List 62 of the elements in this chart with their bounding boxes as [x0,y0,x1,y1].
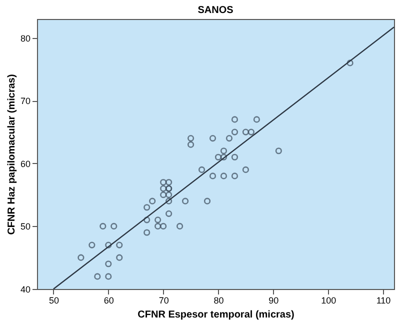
point [100,222,106,230]
point [94,273,101,280]
point [160,178,167,186]
point [160,185,167,192]
point [105,242,112,248]
point [105,260,112,268]
point [160,192,167,198]
point [182,198,189,204]
point [144,216,150,224]
point [166,198,172,204]
point [209,135,216,142]
x-tick-label: 90 [268,296,279,306]
point [166,210,172,217]
point [187,135,194,142]
point [220,172,228,180]
y-tick-label: 70 [20,96,30,106]
point [231,172,238,180]
y-tick-label: 50 [20,222,30,232]
y-tick-label: 40 [20,284,30,294]
point [105,273,112,280]
x-tick-label: 100 [321,296,336,306]
point [242,128,250,136]
y-tick-label: 80 [20,33,30,44]
point [231,128,238,136]
point [248,128,254,136]
point [154,216,162,224]
point [78,254,84,261]
point [253,116,260,123]
point [346,60,354,66]
point [144,229,150,236]
point [116,242,123,248]
point [209,172,216,180]
point [154,222,162,230]
point [88,242,96,248]
x-tick-label: 70 [158,296,169,306]
point [166,192,172,198]
point [176,222,184,230]
point [275,148,282,154]
y-tick-label: 60 [20,158,30,169]
point [231,154,238,160]
point [198,166,206,173]
point [116,254,123,261]
chart-title: SANOS [198,5,234,16]
point [231,116,238,123]
point [166,178,172,186]
point [204,198,211,204]
point [214,154,222,160]
point [242,166,250,173]
x-tick-label: 60 [104,296,114,306]
point [160,222,167,230]
x-axis-title: CFNR Espesor temporal (micras) [138,310,294,320]
point [149,198,156,204]
point [220,154,228,160]
point [226,135,233,142]
x-tick-label: 110 [376,296,391,306]
point [187,141,194,148]
point [110,222,118,230]
point [220,148,228,154]
point [144,204,150,211]
y-axis-title: CFNR Haz papilomacular (micras) [6,74,18,235]
x-tick-label: 80 [214,296,224,306]
x-tick-label: 50 [48,296,59,306]
